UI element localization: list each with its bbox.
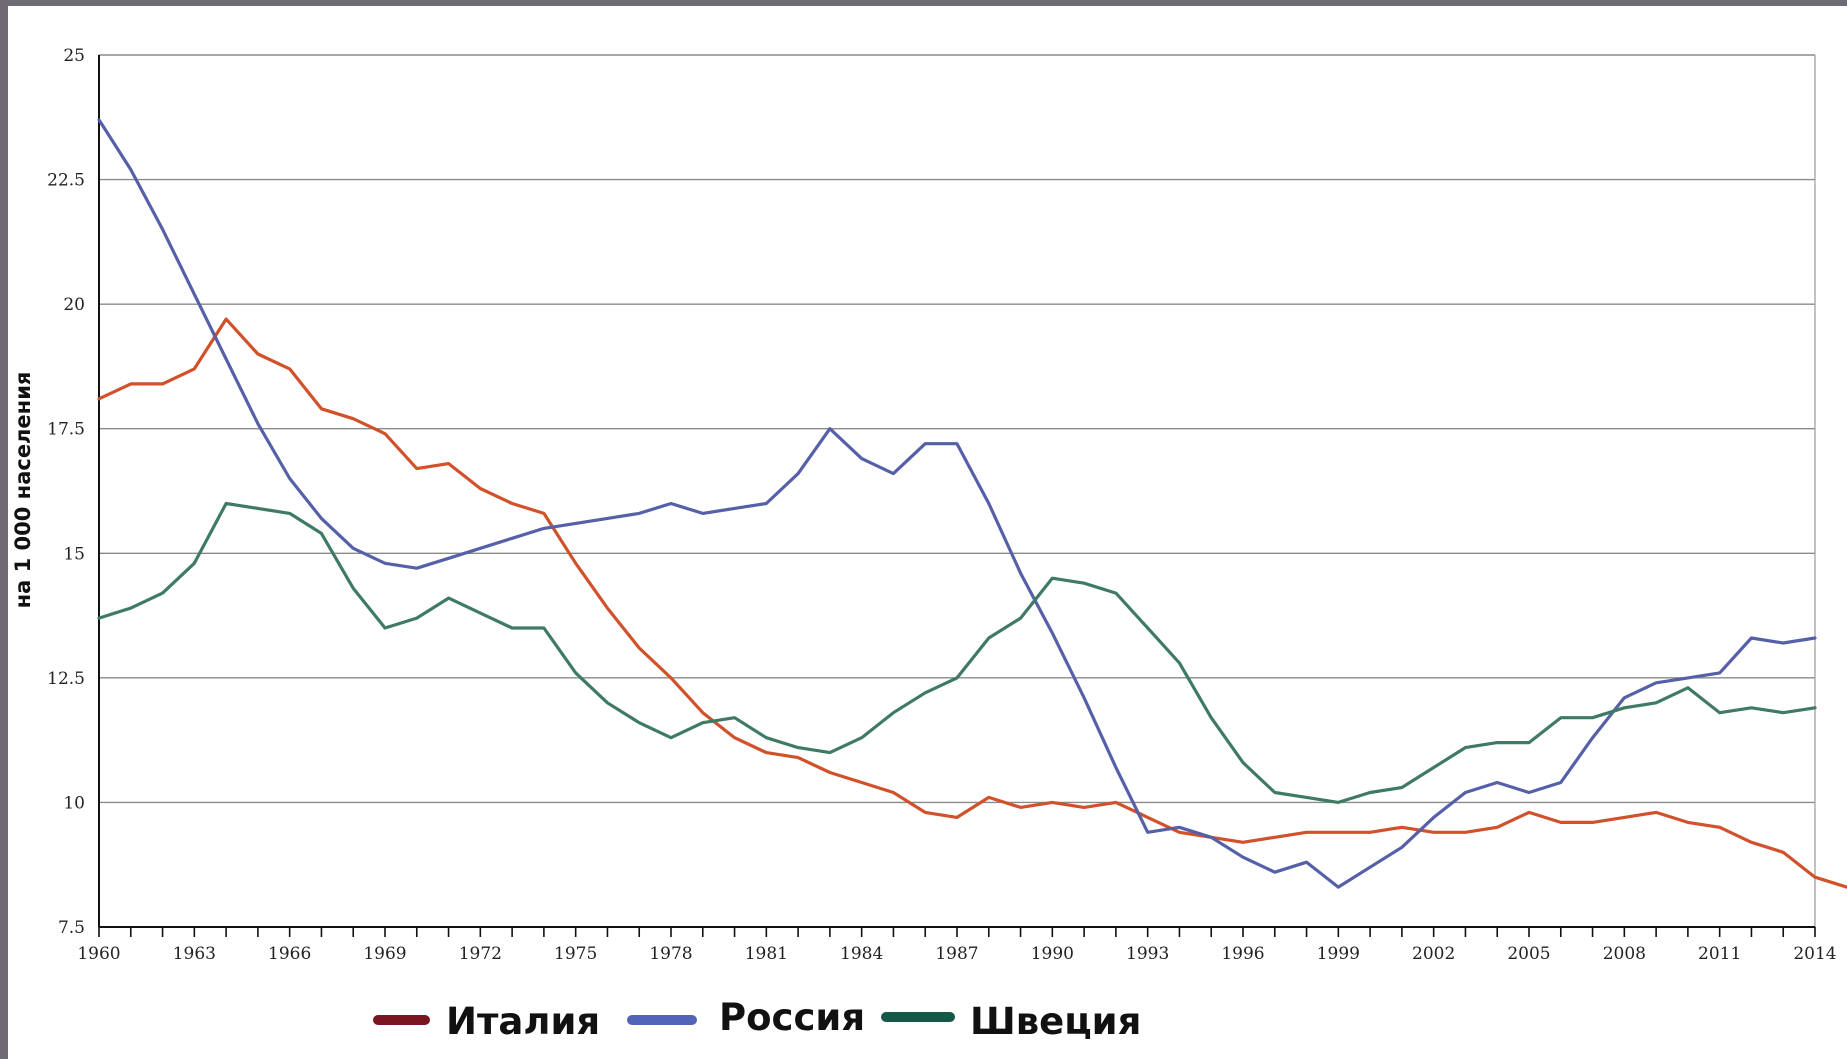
x-tick-label: 1978 xyxy=(649,944,692,964)
x-tick-label: 1996 xyxy=(1221,944,1264,964)
legend-label: Швеция xyxy=(970,1000,1141,1043)
series-layer xyxy=(97,118,1847,889)
x-tick-label: 1981 xyxy=(745,944,788,964)
x-tick-label: 1969 xyxy=(363,944,406,964)
legend: Италия Россия Швеция xyxy=(373,996,1141,1043)
x-tick-label: 1966 xyxy=(268,944,311,964)
x-tick-label: 2011 xyxy=(1698,944,1741,964)
series-line-2 xyxy=(97,118,1817,889)
x-tick-label: 2008 xyxy=(1603,944,1646,964)
y-tick-label: 25 xyxy=(63,46,85,66)
y-tick-label: 10 xyxy=(63,793,85,813)
y-axis-label: на 1 000 населения xyxy=(11,372,35,609)
x-tick-label: 1993 xyxy=(1126,944,1169,964)
y-tick-label: 7.5 xyxy=(58,918,85,938)
y-tick-label: 12.5 xyxy=(47,669,85,689)
series-line-3 xyxy=(97,501,1817,805)
x-tick-label: 1999 xyxy=(1317,944,1360,964)
y-tick-label: 22.5 xyxy=(47,171,85,191)
x-tick-label: 1990 xyxy=(1031,944,1074,964)
x-tick-label: 2002 xyxy=(1412,944,1455,964)
y-tick-label: 20 xyxy=(63,295,85,315)
legend-label: Россия xyxy=(719,996,865,1039)
y-tick-label: 15 xyxy=(63,544,85,564)
x-tick-label: 2005 xyxy=(1507,944,1550,964)
axis-layer: 7.5 10 12.5 15 17.5 20 22.5 25 1960 1963 1966 1969 1… xyxy=(47,46,1836,964)
x-tick-label: 1975 xyxy=(554,944,597,964)
x-tick-label: 2014 xyxy=(1793,944,1836,964)
x-tick-label: 1963 xyxy=(173,944,216,964)
x-tick-label: 1987 xyxy=(935,944,978,964)
y-tick-label: 17.5 xyxy=(47,420,85,440)
x-tick-label: 1972 xyxy=(459,944,502,964)
grid-layer xyxy=(99,54,1816,928)
x-tick-label: 1960 xyxy=(77,944,120,964)
legend-label: Италия xyxy=(446,1000,600,1043)
x-tick-label: 1984 xyxy=(840,944,883,964)
series-line-1 xyxy=(97,317,1847,889)
chart-panel xyxy=(8,6,1847,1059)
